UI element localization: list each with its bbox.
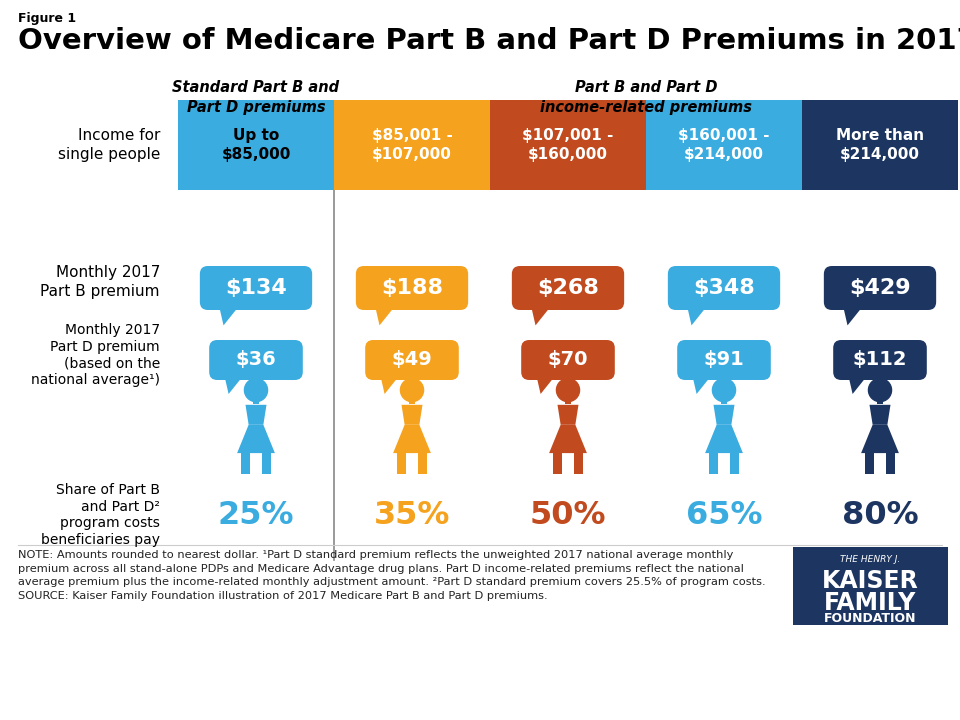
Polygon shape [246, 405, 267, 425]
Polygon shape [861, 425, 899, 453]
Polygon shape [226, 380, 240, 394]
Text: $160,001 -
$214,000: $160,001 - $214,000 [679, 128, 770, 162]
Polygon shape [220, 310, 236, 325]
Circle shape [245, 379, 268, 402]
FancyBboxPatch shape [668, 266, 780, 310]
Polygon shape [688, 310, 704, 325]
Polygon shape [237, 425, 275, 453]
Text: THE HENRY J.: THE HENRY J. [840, 555, 900, 564]
Polygon shape [713, 405, 734, 425]
Text: Part B and Part D
income-related premiums: Part B and Part D income-related premium… [540, 80, 752, 114]
Text: $268: $268 [537, 278, 599, 298]
Bar [334, 100, 490, 190]
Text: $188: $188 [381, 278, 443, 298]
Bar [553, 451, 562, 474]
FancyBboxPatch shape [521, 340, 614, 380]
Text: $91: $91 [704, 351, 744, 369]
Text: Share of Part B
and Part D²
program costs
beneficiaries pay: Share of Part B and Part D² program cost… [41, 483, 160, 547]
FancyBboxPatch shape [512, 266, 624, 310]
Text: Monthly 2017
Part D premium
(based on the
national average¹): Monthly 2017 Part D premium (based on th… [31, 323, 160, 387]
Text: $36: $36 [235, 351, 276, 369]
Polygon shape [376, 310, 392, 325]
Text: 80%: 80% [842, 500, 919, 531]
Text: KAISER: KAISER [822, 569, 919, 593]
Bar [646, 100, 802, 190]
Bar [886, 451, 895, 474]
Text: Income for
single people: Income for single people [58, 128, 160, 162]
Text: $348: $348 [693, 278, 755, 298]
Text: $107,001 -
$160,000: $107,001 - $160,000 [522, 128, 613, 162]
Bar [262, 451, 271, 474]
Text: $134: $134 [226, 278, 287, 298]
Polygon shape [381, 380, 396, 394]
Text: 35%: 35% [373, 500, 450, 531]
Bar [721, 395, 727, 404]
FancyBboxPatch shape [677, 340, 771, 380]
Polygon shape [401, 405, 422, 425]
FancyBboxPatch shape [824, 266, 936, 310]
Polygon shape [870, 405, 891, 425]
Text: More than
$214,000: More than $214,000 [836, 128, 924, 162]
Polygon shape [549, 425, 587, 453]
Polygon shape [850, 380, 864, 394]
Text: $70: $70 [548, 351, 588, 369]
FancyBboxPatch shape [365, 340, 459, 380]
Polygon shape [844, 310, 860, 325]
Text: Up to
$85,000: Up to $85,000 [222, 128, 291, 162]
Bar [252, 395, 259, 404]
Text: Figure 1: Figure 1 [18, 12, 76, 25]
Bar [241, 451, 250, 474]
Bar [876, 395, 883, 404]
Polygon shape [532, 310, 548, 325]
Bar [731, 451, 738, 474]
Bar [419, 451, 426, 474]
Text: $49: $49 [392, 351, 432, 369]
Bar [802, 100, 958, 190]
Polygon shape [693, 380, 708, 394]
FancyBboxPatch shape [209, 340, 302, 380]
Polygon shape [538, 380, 552, 394]
Text: $429: $429 [850, 278, 911, 298]
Circle shape [557, 379, 580, 402]
Polygon shape [558, 405, 579, 425]
Text: $112: $112 [852, 351, 907, 369]
Text: Monthly 2017
Part B premium: Monthly 2017 Part B premium [40, 265, 160, 299]
Circle shape [712, 379, 735, 402]
Bar [409, 395, 415, 404]
Polygon shape [393, 425, 431, 453]
Bar [865, 451, 874, 474]
Text: Standard Part B and
Part D premiums: Standard Part B and Part D premiums [173, 80, 340, 114]
Text: Overview of Medicare Part B and Part D Premiums in 2017: Overview of Medicare Part B and Part D P… [18, 27, 960, 55]
FancyBboxPatch shape [200, 266, 312, 310]
Text: $85,001 -
$107,000: $85,001 - $107,000 [372, 128, 452, 162]
Bar [490, 100, 646, 190]
Text: NOTE: Amounts rounded to nearest dollar. ¹Part D standard premium reflects the u: NOTE: Amounts rounded to nearest dollar.… [18, 550, 766, 600]
Text: FOUNDATION: FOUNDATION [825, 612, 917, 625]
FancyBboxPatch shape [356, 266, 468, 310]
Text: 65%: 65% [685, 500, 762, 531]
Circle shape [400, 379, 423, 402]
Bar [709, 451, 718, 474]
Bar [178, 100, 334, 190]
Text: 50%: 50% [530, 500, 607, 531]
Circle shape [869, 379, 892, 402]
Bar [397, 451, 406, 474]
Polygon shape [705, 425, 743, 453]
Text: FAMILY: FAMILY [825, 591, 917, 615]
Bar [564, 395, 571, 404]
FancyBboxPatch shape [833, 340, 926, 380]
Bar [574, 451, 583, 474]
Bar [793, 547, 948, 625]
Text: 25%: 25% [218, 500, 295, 531]
